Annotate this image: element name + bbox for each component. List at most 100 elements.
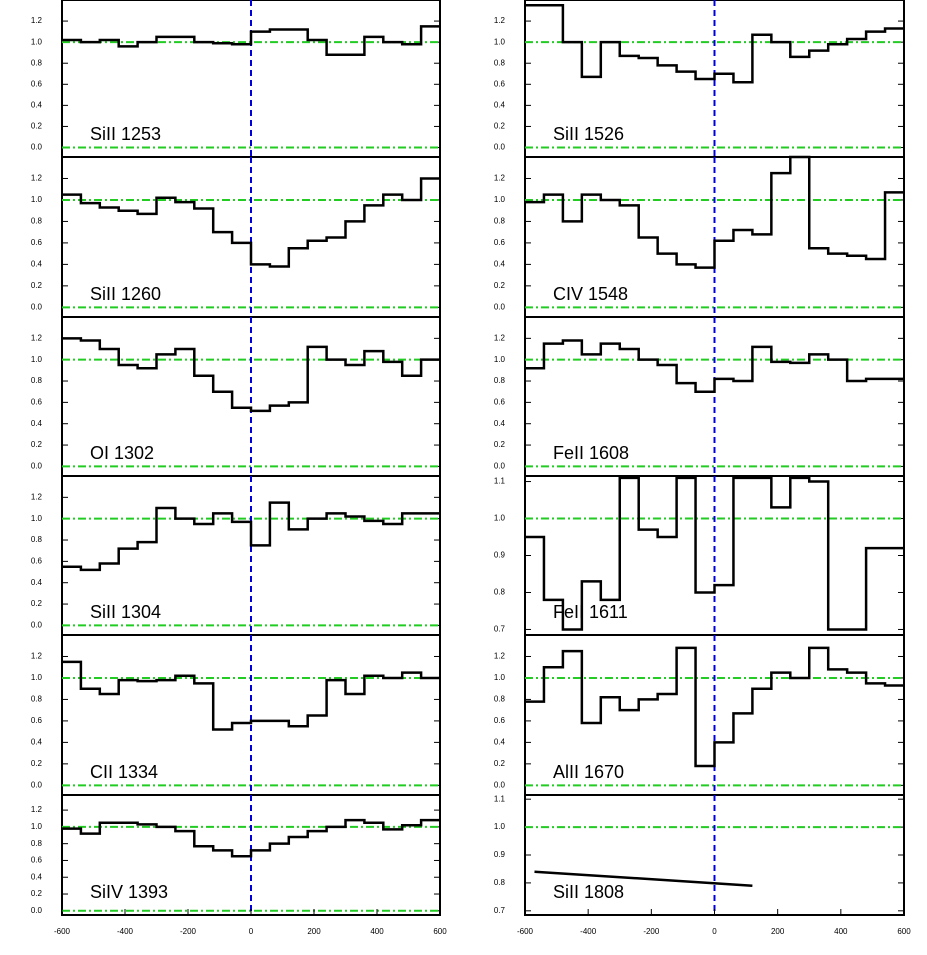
y-tick-label: 0.4 bbox=[31, 419, 43, 428]
y-tick-label: 0.2 bbox=[494, 122, 506, 131]
line-label: SiII 1253 bbox=[90, 124, 161, 144]
spectrum bbox=[62, 818, 440, 858]
x-tick-label: 400 bbox=[834, 927, 848, 936]
line-label: SiIV 1393 bbox=[90, 882, 168, 902]
x-tick-label: -400 bbox=[117, 927, 134, 936]
x-tick-label: -200 bbox=[180, 927, 197, 936]
y-tick-label: 0.2 bbox=[31, 599, 43, 608]
y-tick-label: 0.8 bbox=[31, 217, 43, 226]
y-tick-label: 0.2 bbox=[31, 122, 43, 131]
y-tick-label: 0.0 bbox=[494, 143, 506, 152]
spectrum bbox=[62, 501, 440, 572]
y-tick-label: 0.8 bbox=[494, 695, 506, 704]
x-tick-label: -400 bbox=[580, 927, 597, 936]
line-label: FeII 1611 bbox=[553, 602, 628, 622]
y-tick-label: 0.2 bbox=[494, 440, 506, 449]
y-tick-label: 0.8 bbox=[31, 695, 43, 704]
y-tick-label: 1.2 bbox=[494, 652, 506, 661]
y-tick-label: 0.0 bbox=[31, 143, 43, 152]
y-tick-label: 0.6 bbox=[31, 716, 43, 725]
y-tick-label: 0.4 bbox=[31, 578, 43, 587]
y-tick-label: 0.6 bbox=[494, 79, 506, 88]
y-tick-label: 0.4 bbox=[31, 737, 43, 746]
y-tick-label: 0.2 bbox=[31, 281, 43, 290]
y-tick-label: 0.2 bbox=[494, 281, 506, 290]
y-tick-label: 0.0 bbox=[31, 906, 43, 915]
spectrum bbox=[534, 870, 753, 887]
y-tick-label: 0.8 bbox=[31, 839, 43, 848]
y-tick-label: 0.0 bbox=[31, 302, 43, 311]
x-tick-label: -600 bbox=[517, 927, 534, 936]
y-tick-label: 0.7 bbox=[494, 625, 506, 634]
y-tick-label: 0.2 bbox=[31, 440, 43, 449]
line-label: CII 1334 bbox=[90, 762, 158, 782]
y-tick-label: 0.8 bbox=[31, 535, 43, 544]
y-tick-label: 1.2 bbox=[31, 333, 43, 342]
x-tick-label: 0 bbox=[712, 927, 717, 936]
y-tick-label: 1.0 bbox=[31, 195, 43, 204]
y-tick-label: 1.2 bbox=[31, 492, 43, 501]
y-tick-label: 0.6 bbox=[494, 397, 506, 406]
x-tick-label: 400 bbox=[370, 927, 384, 936]
y-tick-label: 1.2 bbox=[494, 16, 506, 25]
y-tick-label: 1.1 bbox=[494, 794, 506, 803]
y-tick-label: 0.0 bbox=[494, 302, 506, 311]
y-tick-label: 0.0 bbox=[494, 462, 506, 471]
y-tick-label: 0.0 bbox=[31, 462, 43, 471]
y-tick-label: 0.6 bbox=[494, 238, 506, 247]
y-tick-label: 0.9 bbox=[494, 850, 506, 859]
y-tick-label: 0.8 bbox=[494, 376, 506, 385]
y-tick-label: 0.6 bbox=[494, 716, 506, 725]
y-tick-label: 1.2 bbox=[31, 174, 43, 183]
spectrum bbox=[525, 476, 904, 631]
spectrum bbox=[525, 339, 904, 393]
y-tick-label: 1.0 bbox=[31, 514, 43, 523]
y-tick-label: 1.0 bbox=[31, 822, 43, 831]
y-tick-label: 0.8 bbox=[31, 58, 43, 67]
y-tick-label: 0.4 bbox=[31, 259, 43, 268]
x-tick-label: 200 bbox=[771, 927, 785, 936]
x-tick-label: 600 bbox=[897, 927, 911, 936]
line-label: SiII 1304 bbox=[90, 602, 161, 622]
y-tick-label: 0.9 bbox=[494, 551, 506, 560]
y-tick-label: 0.6 bbox=[31, 556, 43, 565]
y-tick-label: 0.7 bbox=[494, 906, 506, 915]
y-tick-label: 0.8 bbox=[494, 217, 506, 226]
y-tick-label: 1.2 bbox=[494, 333, 506, 342]
y-tick-label: 1.0 bbox=[494, 822, 506, 831]
y-tick-label: 1.2 bbox=[494, 174, 506, 183]
spectrum bbox=[525, 4, 904, 84]
x-tick-label: 200 bbox=[307, 927, 321, 936]
y-tick-label: 0.2 bbox=[31, 889, 43, 898]
x-tick-label: -600 bbox=[54, 927, 71, 936]
y-tick-label: 0.6 bbox=[31, 397, 43, 406]
x-tick-label: -200 bbox=[643, 927, 660, 936]
spectrum bbox=[62, 25, 440, 57]
spectrum bbox=[62, 337, 440, 413]
y-tick-label: 1.0 bbox=[31, 673, 43, 682]
y-tick-label: 1.2 bbox=[31, 805, 43, 814]
y-tick-label: 0.8 bbox=[494, 588, 506, 597]
line-label: SiII 1808 bbox=[553, 882, 624, 902]
line-label: AlII 1670 bbox=[553, 762, 624, 782]
y-tick-label: 0.6 bbox=[31, 238, 43, 247]
y-tick-label: 0.4 bbox=[494, 737, 506, 746]
y-tick-label: 1.2 bbox=[31, 652, 43, 661]
y-tick-label: 0.0 bbox=[494, 780, 506, 789]
y-tick-label: 1.0 bbox=[494, 195, 506, 204]
y-tick-label: 1.0 bbox=[494, 673, 506, 682]
y-tick-label: 1.0 bbox=[494, 37, 506, 46]
line-label: SiII 1526 bbox=[553, 124, 624, 144]
y-tick-label: 0.4 bbox=[31, 872, 43, 881]
y-tick-label: 0.0 bbox=[31, 780, 43, 789]
spectrum bbox=[62, 177, 440, 268]
x-tick-label: 0 bbox=[249, 927, 254, 936]
line-label: FeII 1608 bbox=[553, 443, 629, 463]
spectrum bbox=[62, 660, 440, 731]
y-tick-label: 1.0 bbox=[31, 37, 43, 46]
y-tick-label: 1.0 bbox=[494, 355, 506, 364]
y-tick-label: 0.4 bbox=[494, 100, 506, 109]
y-tick-label: 1.0 bbox=[31, 355, 43, 364]
y-tick-label: 0.8 bbox=[494, 878, 506, 887]
